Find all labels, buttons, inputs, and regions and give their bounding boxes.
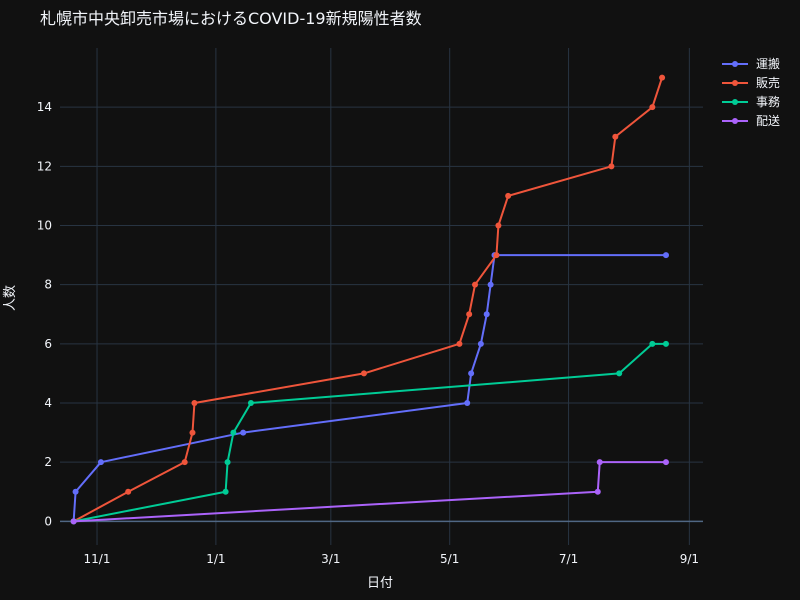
legend-marker: [732, 61, 738, 67]
data-point: [189, 429, 196, 436]
data-point: [472, 281, 479, 288]
data-point: [222, 488, 229, 495]
data-point: [594, 488, 601, 495]
data-point: [181, 459, 188, 466]
data-point: [125, 488, 132, 495]
data-point: [70, 518, 77, 525]
y-tick-label: 8: [44, 278, 52, 292]
series-line: [73, 461, 666, 523]
data-point: [659, 74, 666, 81]
y-tick-label: 10: [37, 219, 52, 233]
data-point: [466, 311, 473, 318]
y-tick-label: 0: [44, 514, 52, 528]
data-point: [505, 192, 512, 199]
data-point: [456, 340, 463, 347]
series-line: [73, 342, 666, 523]
legend-label: 事務: [756, 95, 780, 109]
data-point: [191, 400, 198, 406]
y-axis-label: 人数: [3, 285, 18, 311]
legend-marker: [732, 99, 738, 105]
data-point: [649, 340, 656, 347]
legend-marker: [732, 80, 738, 86]
x-tick-label: 5/1: [440, 552, 459, 566]
y-tick-label: 2: [44, 455, 52, 469]
x-tick-label: 9/1: [680, 552, 699, 566]
data-point: [72, 488, 79, 495]
data-point: [97, 459, 104, 466]
data-point: [493, 252, 500, 259]
data-point: [596, 459, 603, 466]
data-point: [483, 311, 490, 318]
data-point: [662, 252, 669, 259]
data-point: [649, 104, 656, 111]
y-tick-label: 6: [44, 337, 52, 351]
data-point: [230, 429, 237, 436]
series-line: [73, 77, 664, 523]
x-axis-label: 日付: [367, 576, 393, 591]
data-point: [495, 222, 502, 229]
data-point: [662, 459, 669, 466]
data-point: [468, 370, 475, 377]
x-tick-label: 1/1: [206, 552, 225, 566]
data-point: [464, 400, 471, 406]
y-tick-label: 14: [37, 100, 52, 114]
data-point: [247, 400, 254, 406]
data-point: [616, 370, 623, 377]
data-point: [662, 340, 669, 347]
data-point: [487, 281, 494, 288]
x-tick-label: 7/1: [559, 552, 578, 566]
chart-title: 札幌市中央卸売市場におけるCOVID-19新規陽性者数: [40, 9, 422, 28]
y-tick-label: 4: [44, 396, 52, 410]
y-tick-label: 12: [37, 159, 52, 173]
data-point: [608, 163, 615, 170]
legend-label: 配送: [756, 113, 780, 128]
x-tick-label: 11/1: [84, 552, 111, 566]
legend-marker: [732, 118, 738, 124]
x-tick-label: 3/1: [321, 552, 340, 566]
legend-label: 販売: [756, 75, 780, 90]
data-point: [240, 429, 247, 436]
data-point: [360, 370, 367, 377]
plot-area: 11/1 1/1 3/1 5/1 7/1 9/1 0 2 4 6 8 10 12 14: [37, 48, 703, 566]
data-point: [224, 459, 231, 466]
legend-label: 運搬: [756, 56, 780, 71]
data-point: [477, 340, 484, 347]
data-point: [612, 133, 619, 140]
